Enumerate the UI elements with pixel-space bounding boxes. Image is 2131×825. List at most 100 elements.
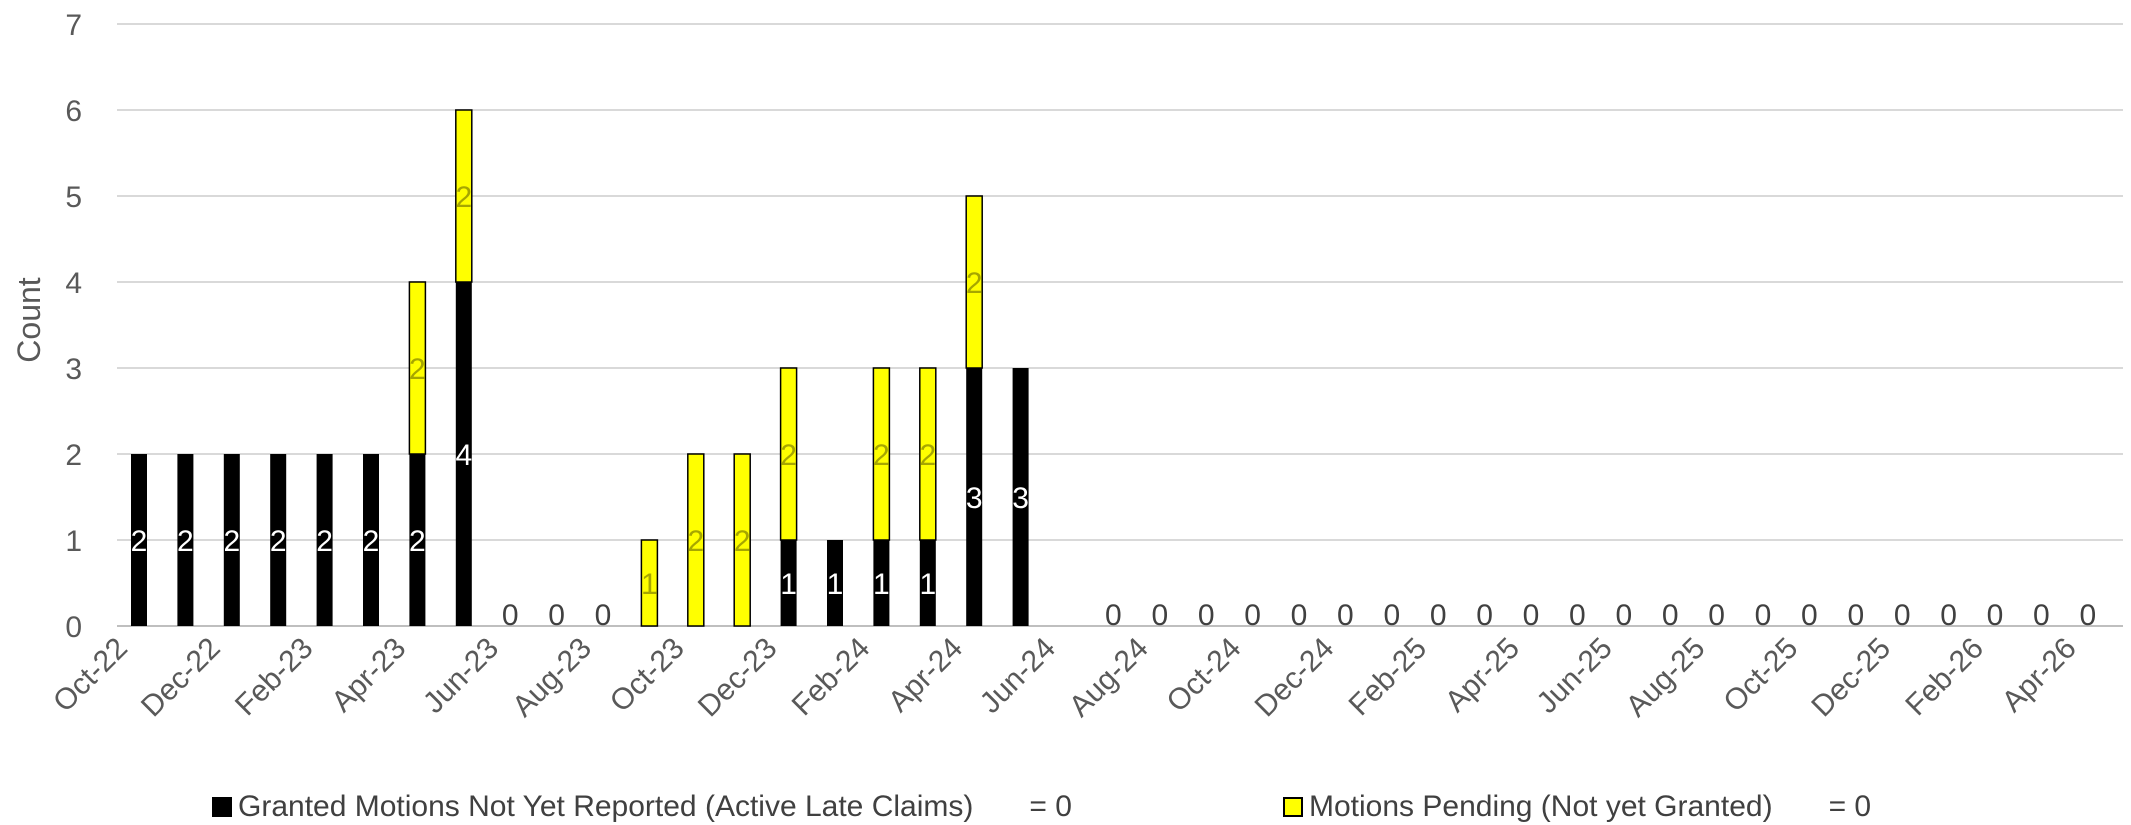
zero-label: 0 — [1244, 599, 1261, 632]
zero-label: 0 — [2033, 599, 2050, 632]
zero-label: 0 — [1337, 599, 1354, 632]
x-tick-label: Apr-25 — [1439, 632, 1526, 719]
x-tick-label: Aug-23 — [506, 632, 598, 724]
x-tick-label: Jun-24 — [974, 632, 1062, 720]
bar-segment — [1012, 368, 1029, 626]
x-tick-label: Oct-25 — [1717, 632, 1804, 719]
x-tick-label: Jun-25 — [1531, 632, 1619, 720]
bar-segment — [455, 282, 472, 626]
y-tick-label: 7 — [65, 9, 82, 42]
legend-label-granted: Granted Motions Not Yet Reported (Active… — [238, 790, 974, 823]
zero-label: 0 — [502, 599, 519, 632]
data-label: 3 — [966, 482, 983, 515]
x-tick-label: Apr-23 — [325, 632, 412, 719]
data-label: 2 — [131, 525, 148, 558]
zero-label: 0 — [1476, 599, 1493, 632]
x-tick-label: Feb-23 — [229, 632, 320, 723]
zero-label: 0 — [1847, 599, 1864, 632]
zero-label: 0 — [1708, 599, 1725, 632]
gridlines — [117, 23, 2123, 627]
data-label: 2 — [455, 181, 472, 214]
y-tick-label: 5 — [65, 181, 82, 214]
x-tick-label: Feb-26 — [1899, 632, 1990, 723]
zero-label: 0 — [1569, 599, 1586, 632]
x-tick-label: Dec-25 — [1805, 632, 1897, 724]
legend-swatch-granted — [212, 797, 232, 817]
data-label: 2 — [270, 525, 287, 558]
y-tick-label: 4 — [65, 267, 82, 300]
zero-label: 0 — [595, 599, 612, 632]
zero-label: 0 — [1940, 599, 1957, 632]
x-tick-label: Aug-24 — [1063, 632, 1155, 724]
bar-segment — [270, 454, 287, 626]
data-label: 2 — [734, 525, 751, 558]
bar-segment — [131, 454, 147, 626]
zero-label: 0 — [1987, 599, 2004, 632]
data-label: 1 — [827, 568, 844, 601]
legend-item-granted: Granted Motions Not Yet Reported (Active… — [212, 790, 1072, 823]
legend-label-pending: Motions Pending (Not yet Granted) — [1309, 790, 1773, 823]
bar-segment — [363, 454, 379, 626]
data-label: 2 — [966, 267, 983, 300]
zero-label: 0 — [1151, 599, 1168, 632]
zero-label: 0 — [1198, 599, 1215, 632]
zero-label: 0 — [1615, 599, 1632, 632]
x-tick-label: Oct-22 — [47, 632, 134, 719]
bar-segment — [409, 454, 426, 626]
bar-segment — [223, 454, 240, 626]
bar-segment — [827, 540, 843, 626]
data-label: 1 — [641, 568, 658, 601]
data-label: 2 — [687, 525, 704, 558]
zero-label: 0 — [1105, 599, 1122, 632]
bar-segment — [873, 540, 890, 626]
y-tick-label: 2 — [65, 439, 82, 472]
bar-segment — [687, 453, 705, 627]
data-label: 2 — [223, 525, 240, 558]
bar-segment — [733, 453, 751, 627]
bar-segment — [177, 454, 194, 626]
bar-segment — [872, 367, 891, 541]
x-tick-label: Oct-23 — [604, 632, 691, 719]
legend-item-pending: Motions Pending (Not yet Granted) = 0 — [1283, 790, 1871, 823]
data-label: 2 — [409, 353, 426, 386]
y-axis-ticks: 0 1 2 3 4 5 6 7 — [65, 9, 82, 644]
bar-segment — [780, 540, 797, 626]
zero-label: 0 — [1662, 599, 1679, 632]
bar-segment — [919, 367, 937, 541]
data-label: 3 — [1012, 482, 1029, 515]
zero-label: 0 — [2079, 599, 2096, 632]
bars — [131, 109, 1029, 627]
legend-suffix-granted: = 0 — [1029, 790, 1072, 823]
x-tick-label: Aug-25 — [1620, 632, 1712, 724]
y-tick-label: 1 — [65, 525, 82, 558]
data-label: 2 — [409, 525, 426, 558]
y-tick-label: 6 — [65, 95, 82, 128]
bar-segment — [919, 540, 936, 626]
zero-label: 0 — [548, 599, 565, 632]
bar-segment — [779, 367, 798, 541]
bar-segment — [408, 281, 427, 455]
zero-label: 0 — [1894, 599, 1911, 632]
data-label: 4 — [455, 439, 472, 472]
x-tick-label: Dec-23 — [692, 632, 784, 724]
zero-label: 0 — [1383, 599, 1400, 632]
data-label: 1 — [873, 568, 890, 601]
zero-label: 0 — [1523, 599, 1540, 632]
y-axis-label: Count — [11, 277, 47, 363]
bar-segment — [316, 454, 333, 626]
bar-segment — [640, 539, 659, 627]
x-tick-label: Jun-23 — [417, 632, 505, 720]
zero-label: 0 — [1801, 599, 1818, 632]
zero-label: 0 — [1291, 599, 1308, 632]
y-tick-label: 3 — [65, 353, 82, 386]
x-tick-label: Apr-24 — [882, 632, 969, 719]
x-tick-label: Oct-24 — [1161, 632, 1248, 719]
data-label: 2 — [873, 439, 890, 472]
x-tick-label: Dec-24 — [1249, 632, 1341, 724]
y-tick-label: 0 — [65, 611, 82, 644]
bar-segment — [966, 368, 983, 626]
x-axis-ticks: Oct-22 Dec-22 Feb-23 Apr-23 Jun-23 Aug-23 Oct-… — [47, 632, 2083, 724]
data-label: 2 — [363, 525, 380, 558]
